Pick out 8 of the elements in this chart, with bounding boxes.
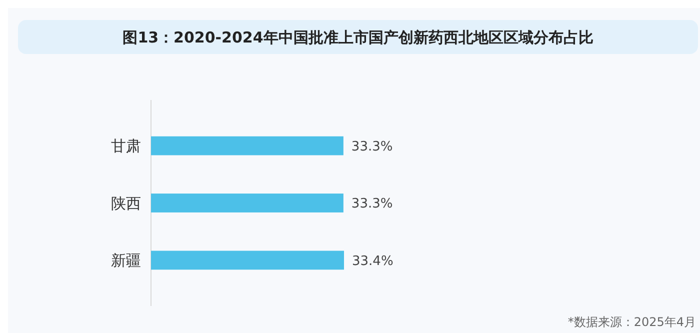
y-tick-label: 陕西 bbox=[111, 194, 141, 212]
text: *数据来源：2025年4月 bbox=[568, 315, 696, 329]
data-label: 33.3% bbox=[351, 139, 393, 154]
data-label: 33.4% bbox=[352, 254, 394, 269]
y-tick-label: 甘肃 bbox=[111, 137, 141, 156]
data-label: 33.3% bbox=[351, 196, 393, 212]
chart-title: 图13：2020-2024年中国批准上市国产创新药西北地区区域分布占比 bbox=[122, 28, 594, 46]
y-tick-label: 新疆 bbox=[111, 251, 141, 270]
